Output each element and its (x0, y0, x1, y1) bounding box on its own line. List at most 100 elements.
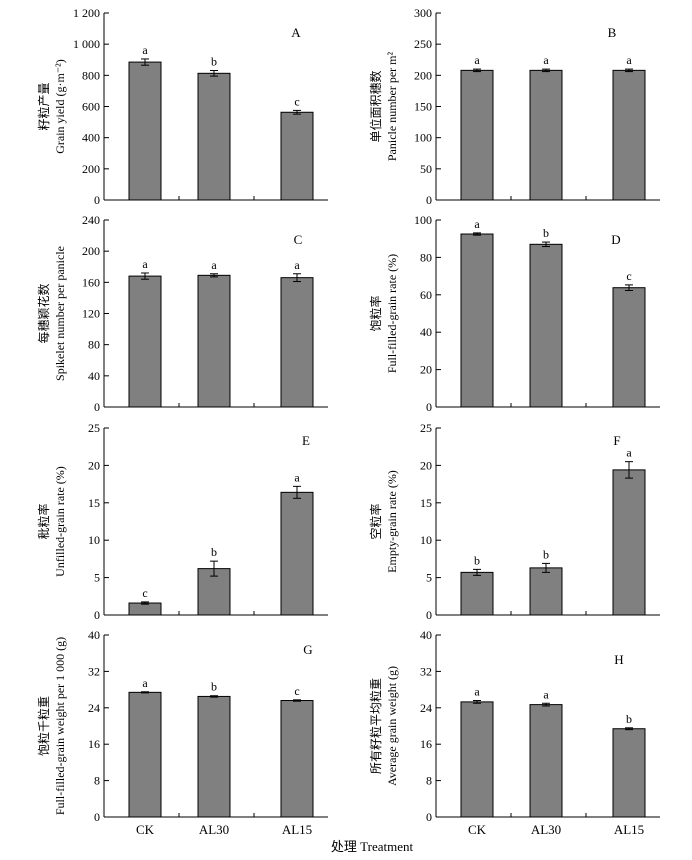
y-tick-label: 0 (426, 810, 432, 824)
bar-al30 (529, 567, 563, 616)
panel-a: 0 200 400 600 800 1 000 1 200 a b c A 籽粒产量 Grain yie… (36, 6, 328, 207)
panel-f: 0 5 10 15 20 25 b b aF 空粒率 Empty-grain rate (%) (368, 421, 660, 622)
y-axis-label-cn: 所有籽粒平均粒重 (368, 678, 383, 774)
significance-letter: a (543, 687, 549, 701)
significance-letter: a (142, 676, 148, 690)
bar-ck (128, 691, 162, 818)
y-tick-label: 1 000 (73, 37, 100, 51)
significance-letter: a (474, 53, 480, 67)
y-axis-label-cn: 籽粒产量 (36, 82, 51, 130)
significance-letter: b (543, 226, 549, 240)
significance-letter: a (474, 217, 480, 231)
y-axis-label-en: Full-filled-grain weight per 1 000 (g) (53, 637, 67, 815)
panel-g: 0 8 16 24 32 40 a b c G 饱粒千粒重 Full-filled-grain wei… (36, 628, 328, 837)
y-tick-label: 0 (94, 193, 100, 207)
y-tick-label: 32 (420, 664, 432, 678)
panel-letter: F (613, 433, 620, 448)
y-tick-label: 0 (426, 608, 432, 622)
y-tick-label: 24 (420, 701, 432, 715)
bar-al30 (197, 72, 231, 201)
significance-letter: c (294, 94, 299, 108)
x-axis-title: 处理 Treatment (331, 839, 414, 854)
bar-al15 (280, 277, 314, 408)
bar-ck (460, 701, 494, 818)
y-tick-label: 100 (414, 213, 432, 227)
y-tick-label: 200 (414, 68, 432, 82)
panel-letter: D (611, 232, 620, 247)
bar-al30 (197, 695, 231, 818)
panel-letter: C (294, 232, 303, 247)
y-axis-label-en: Full-filled-grain rate (%) (385, 254, 399, 373)
y-tick-label: 60 (420, 288, 432, 302)
y-axis-label-en: Empty-grain rate (%) (385, 470, 399, 573)
y-tick-label: 5 (94, 571, 100, 585)
y-axis-label-cn: 秕粒率 (36, 503, 51, 539)
significance-letter: c (294, 684, 299, 698)
y-tick-label: 0 (426, 400, 432, 414)
significance-letter: a (294, 470, 300, 484)
bar-ck (128, 61, 162, 201)
y-tick-label: 15 (88, 496, 100, 510)
y-tick-label: 25 (420, 421, 432, 435)
significance-letter: b (211, 680, 217, 694)
bar-ck (460, 233, 494, 408)
y-axis-label-en: Spikelet number per panicle (53, 246, 67, 381)
bar-al15 (612, 728, 646, 818)
y-tick-label: 40 (420, 325, 432, 339)
x-tick-label: AL15 (614, 822, 644, 837)
significance-letter: b (543, 547, 549, 561)
y-axis-label-cn: 饱粒千粒重 (36, 696, 51, 756)
x-tick-label: CK (468, 822, 487, 837)
y-tick-label: 5 (426, 571, 432, 585)
panel-d: 0 20 40 60 80 100 a b c D 饱粒率 Full-filled-grain rat… (368, 213, 660, 414)
y-tick-label: 100 (414, 131, 432, 145)
y-tick-label: 0 (94, 810, 100, 824)
bar-al15 (280, 700, 314, 818)
significance-letter: b (474, 553, 480, 567)
bar-al30 (529, 243, 563, 408)
bar-al30 (529, 69, 563, 201)
significance-letter: c (626, 269, 631, 283)
y-tick-label: 50 (420, 162, 432, 176)
bar-al15 (612, 287, 646, 408)
significance-letter: a (142, 43, 148, 57)
y-tick-label: 300 (414, 6, 432, 20)
y-tick-label: 200 (82, 162, 100, 176)
panel-letter: E (302, 433, 310, 448)
y-tick-label: 0 (94, 400, 100, 414)
significance-letter: c (142, 586, 147, 600)
panel-letter: H (614, 652, 623, 667)
significance-letter: b (626, 712, 632, 726)
y-tick-label: 250 (414, 37, 432, 51)
significance-letter: a (626, 53, 632, 67)
y-tick-label: 8 (94, 774, 100, 788)
y-tick-label: 160 (82, 275, 100, 289)
bar-al30 (197, 274, 231, 408)
y-tick-label: 0 (94, 608, 100, 622)
significance-letter: a (142, 257, 148, 271)
significance-letter: a (626, 446, 632, 460)
y-tick-label: 200 (82, 244, 100, 258)
y-axis-label-en: Average grain weight (g) (385, 666, 399, 786)
panel-letter: G (303, 642, 312, 657)
y-tick-label: 16 (88, 737, 100, 751)
bar-al15 (612, 69, 646, 201)
bar-ck (128, 275, 162, 408)
y-axis-label-en: Unfilled-grain rate (%) (53, 466, 67, 577)
significance-letter: b (211, 545, 217, 559)
significance-letter: b (211, 55, 217, 69)
y-tick-label: 150 (414, 100, 432, 114)
bar-al15 (612, 469, 646, 616)
y-axis-label-cn: 每穗颖花数 (36, 283, 51, 343)
bar-ck (460, 571, 494, 616)
x-tick-label: CK (136, 822, 155, 837)
y-tick-label: 20 (420, 458, 432, 472)
y-tick-label: 15 (420, 496, 432, 510)
y-tick-label: 20 (420, 363, 432, 377)
y-tick-label: 20 (88, 458, 100, 472)
y-tick-label: 80 (420, 250, 432, 264)
panel-e: 0 5 10 15 20 25 c b a E 秕粒率 Unfilled-grain rate (%) (36, 421, 328, 622)
y-tick-label: 10 (420, 533, 432, 547)
